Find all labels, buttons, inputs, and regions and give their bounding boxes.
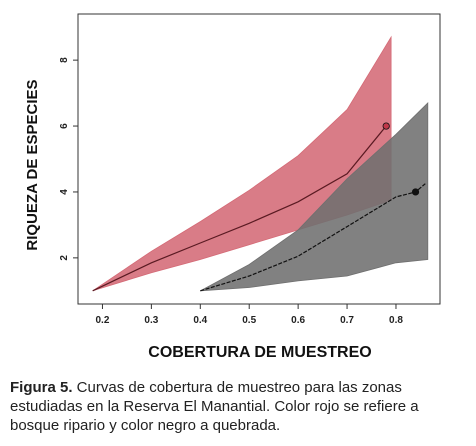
x-tick-label: 0.7 <box>340 315 354 326</box>
x-tick-label: 0.2 <box>96 315 110 326</box>
series-2-confidence-band <box>200 102 429 292</box>
x-tick-label: 0.3 <box>144 315 158 326</box>
y-tick-label: 4 <box>59 189 70 195</box>
series-2-endpoint <box>411 188 420 196</box>
x-tick-label: 0.6 <box>291 315 305 326</box>
x-axis-title: COBERTURA DE MUESTREO <box>148 344 371 361</box>
y-tick-label: 2 <box>59 255 70 261</box>
caption-text: Curvas de cobertura de muestreo para las… <box>10 379 419 434</box>
y-axis-title: RIQUEZA DE ESPECIES <box>24 79 41 250</box>
x-tick-label: 0.8 <box>389 315 403 326</box>
y-tick-label: 8 <box>59 57 70 63</box>
confidence-bands <box>92 35 429 292</box>
y-axis-ticks: 2 4 6 8 <box>59 57 78 261</box>
x-tick-label: 0.5 <box>242 315 256 326</box>
series-1-curve <box>92 125 387 292</box>
series-1-endpoint <box>382 122 390 130</box>
sampling-coverage-chart: 0.2 0.3 0.4 0.5 0.6 0.7 0.8 2 4 6 8 COBERTURA DE … <box>24 13 441 361</box>
series-curves <box>92 122 426 292</box>
y-tick-label: 6 <box>59 123 70 129</box>
x-axis-ticks: 0.2 0.3 0.4 0.5 0.6 0.7 0.8 <box>96 304 403 326</box>
series-1-confidence-band <box>92 35 392 292</box>
x-tick-label: 0.4 <box>193 315 207 326</box>
plot-frame <box>77 13 441 305</box>
figure-caption: Figura 5. Curvas de cobertura de muestre… <box>10 378 470 435</box>
caption-label: Figura 5. <box>10 379 73 396</box>
